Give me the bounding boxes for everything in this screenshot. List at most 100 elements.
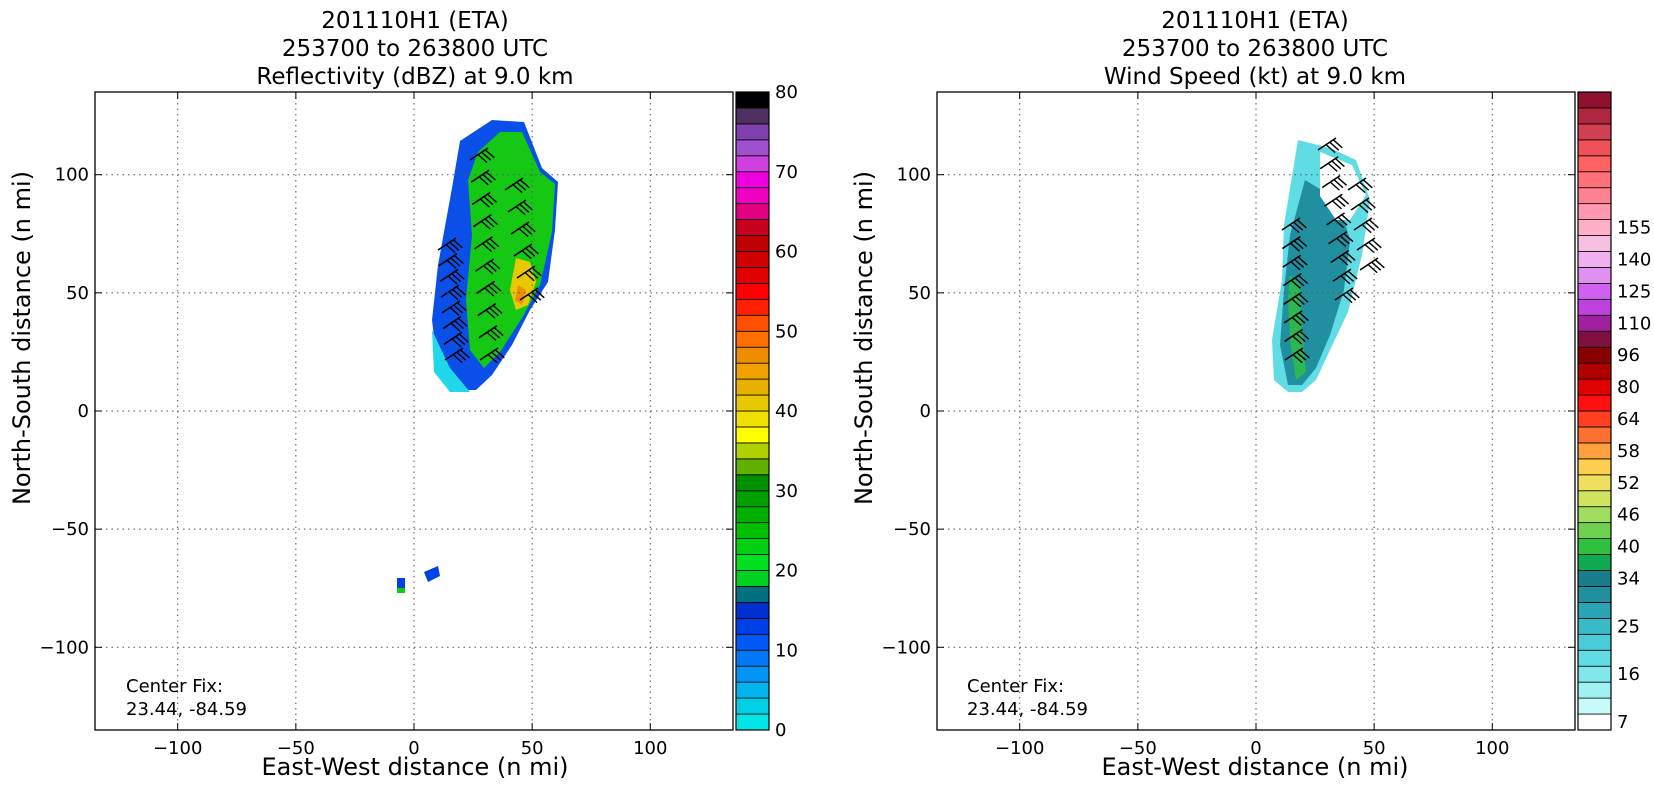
x-tick-label: −50 [277, 738, 315, 759]
wind-barb-feather [451, 273, 462, 283]
wind-barb-feather [1335, 197, 1346, 207]
colorbar-tick-label: 70 [775, 162, 798, 183]
wind-barb-feather [448, 291, 459, 301]
wind-barb-staff [439, 268, 459, 283]
colorbar-bin [1577, 330, 1612, 348]
y-tick-label: 100 [55, 165, 89, 186]
colorbar-bin [735, 633, 770, 651]
colorbar-bin [735, 187, 770, 205]
wind-swath-gap [1320, 152, 1366, 220]
colorbar-bin [1577, 235, 1612, 252]
colorbar-bin [735, 378, 770, 396]
wind-barb-staff [1350, 197, 1370, 211]
colorbar-bin [735, 123, 770, 141]
wind-barb-feather [1368, 219, 1379, 229]
wind-barb-staff [443, 331, 463, 345]
colorbar-bin [1577, 378, 1612, 396]
wind-barb-feather [1364, 244, 1375, 254]
wind-barb-feather [483, 196, 494, 206]
colorbar-tick-label: 50 [775, 321, 798, 342]
wind-barb-feather [1290, 279, 1301, 289]
y-tick-label: −100 [882, 637, 931, 658]
colorbar-bin [735, 139, 770, 157]
wind-barb-feather [1341, 254, 1352, 264]
colorbar-bin [1577, 697, 1612, 715]
colorbar-bin [735, 91, 770, 109]
x-tick-label: 0 [1250, 738, 1261, 759]
wind-barb-feather [1342, 294, 1353, 304]
colorbar-tick-label: 52 [1617, 473, 1640, 494]
colorbar-tick-label: 40 [775, 401, 798, 422]
colorbar-bin [1577, 410, 1612, 428]
wind-barb-feather [1365, 199, 1376, 209]
wind-barb-staff [1281, 217, 1301, 231]
colorbar-bin [735, 107, 770, 125]
colorbar-bin [1577, 602, 1612, 619]
wind-barb-feather [528, 269, 539, 279]
colorbar-bin [1577, 665, 1612, 683]
wind-barb-feather [481, 151, 492, 161]
wind-barb-feather [1290, 261, 1301, 271]
colorbar-tick-label: 96 [1617, 345, 1640, 366]
wind-barb-staff [1330, 249, 1350, 264]
wind-barb-feather [1298, 312, 1309, 322]
wind-barb-feather [1344, 272, 1355, 282]
reflectivity-colorbar: 0 10 20 30 40 50 60 70 80 [735, 82, 798, 741]
wind-barb-feather [453, 304, 464, 314]
data-field [1272, 140, 1370, 392]
wind-barb-feather [522, 225, 533, 235]
y-axis-label: North-South distance (n mi) [850, 171, 878, 505]
wind-barb-staff [469, 147, 489, 161]
wind-barb-feather [456, 351, 467, 361]
wind-barb-feather [516, 181, 527, 191]
wind-barb-staff [1359, 257, 1379, 271]
wind-barb-feather [484, 287, 495, 297]
y-axis-label: North-South distance (n mi) [8, 171, 36, 505]
wind-barb-staff [474, 236, 493, 250]
colorbar-bin [735, 155, 770, 173]
colorbar-bin [1577, 617, 1612, 635]
wind-barb-feather [525, 247, 536, 257]
colorbar-bin [735, 171, 770, 189]
wind-barb-feather [486, 331, 497, 341]
wind-swath-max [1288, 275, 1306, 380]
wind-barb-feather [1299, 349, 1310, 359]
colorbar-bin [735, 538, 770, 555]
wind-barb-feather [1293, 240, 1304, 250]
wind-barb-feather [489, 238, 500, 248]
wind-barb-feather [1337, 176, 1348, 186]
wind-barb-staff [470, 169, 490, 183]
colorbar-bin [735, 346, 770, 364]
wind-barb-feather [450, 322, 461, 332]
wind-barb-feather [1291, 316, 1302, 326]
title-line-2: 253700 to 263800 UTC [282, 36, 548, 62]
center-fix-value: 23.44, -84.59 [967, 699, 1088, 720]
y-tick-label: −100 [40, 637, 89, 658]
wind-barb-feather [1290, 242, 1300, 252]
y-tick-label: −50 [51, 519, 89, 540]
colorbar-tick-label: 46 [1617, 505, 1640, 526]
wind-barb-feather [1358, 204, 1369, 214]
colorbar-tick-label: 110 [1617, 313, 1651, 334]
title-line-2: 253700 to 263800 UTC [1122, 36, 1388, 62]
wind-barb-feather [1297, 237, 1308, 247]
wind-barb-staff [477, 302, 497, 317]
colorbar-bin [1577, 474, 1612, 492]
wind-barb-feather [1298, 274, 1309, 285]
wind-barb-feather [1338, 256, 1349, 266]
colorbar-bin [735, 330, 770, 348]
wind-barb-feather [1299, 330, 1310, 340]
wind-barb-feather [494, 349, 505, 359]
data-field [397, 120, 558, 593]
wind-barb-feather [1371, 261, 1382, 271]
wind-barb-feather [1374, 259, 1385, 269]
wind-speed-colorbar: 7 16 25 34 40 46 52 58 64 80 96 110 125 140 155 [1577, 91, 1651, 733]
colorbar-bin [735, 681, 770, 699]
wind-barb-feather [485, 240, 496, 250]
colorbar-bin [735, 506, 770, 524]
colorbar-bin [735, 554, 770, 571]
wind-barb-feather [515, 206, 526, 216]
wind-barb-feather [454, 320, 465, 330]
wind-barb-staff [440, 284, 460, 298]
colorbar-bin [1577, 426, 1612, 444]
